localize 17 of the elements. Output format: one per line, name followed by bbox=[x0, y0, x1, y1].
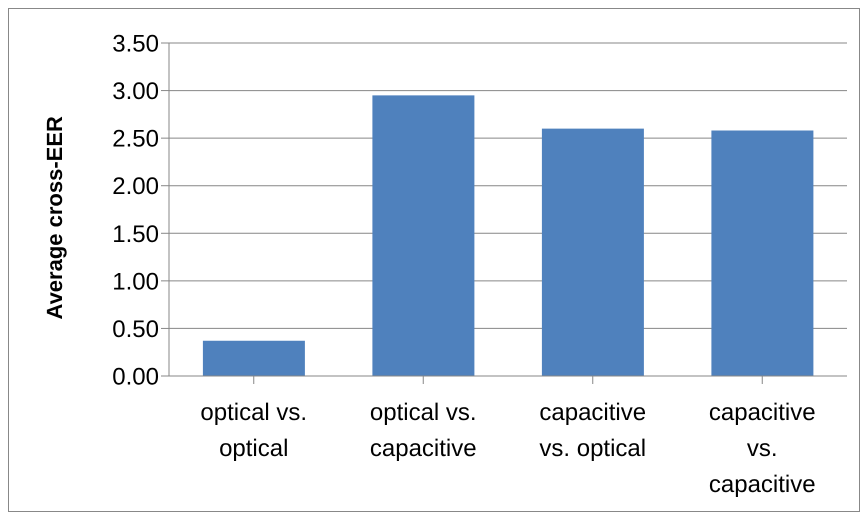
bar bbox=[542, 128, 644, 376]
x-tick-label: capacitive vs. optical bbox=[539, 399, 646, 462]
x-tick-label: optical vs. optical bbox=[200, 399, 308, 462]
y-tick-label: 2.50 bbox=[112, 126, 159, 153]
y-tick-label: 2.00 bbox=[112, 173, 159, 200]
y-axis-title: Average cross-EER bbox=[42, 116, 67, 320]
y-tick-label: 3.00 bbox=[112, 78, 159, 106]
y-tick-label: 0.00 bbox=[112, 364, 159, 391]
y-tick-label: 0.50 bbox=[112, 316, 159, 343]
bar bbox=[372, 95, 474, 376]
bar bbox=[202, 340, 305, 376]
x-tick-label: optical vs. capacitive bbox=[370, 399, 477, 462]
y-tick-label: 1.50 bbox=[112, 220, 159, 248]
y-tick-label: 1.00 bbox=[112, 268, 159, 296]
bar bbox=[711, 130, 814, 376]
x-tick-label: capacitive vs. capacitive bbox=[708, 399, 816, 498]
y-tick-label: 3.50 bbox=[112, 30, 159, 58]
